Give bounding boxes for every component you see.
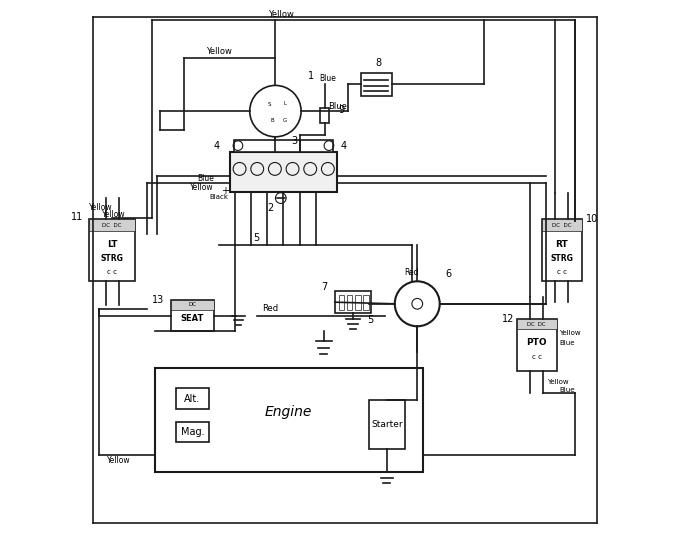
Text: 4: 4 (340, 140, 346, 151)
Text: 5: 5 (253, 233, 260, 243)
Bar (170, 300, 215, 310)
Text: Yellow: Yellow (268, 10, 294, 19)
Text: PTO: PTO (526, 338, 547, 347)
Text: 6: 6 (445, 270, 451, 279)
Text: DC: DC (188, 302, 197, 307)
Text: B: B (271, 118, 275, 123)
Bar (355, 295, 360, 310)
Bar (176, 388, 209, 409)
Text: 7: 7 (321, 282, 327, 292)
Text: G: G (283, 118, 287, 123)
Bar (90, 220, 135, 281)
Text: c c: c c (557, 268, 566, 275)
Bar (339, 295, 344, 310)
Text: RT: RT (555, 240, 568, 250)
Text: DC  DC: DC DC (102, 223, 122, 228)
Text: 13: 13 (152, 295, 164, 305)
Bar (320, 108, 330, 123)
Bar (542, 220, 582, 231)
Bar (176, 422, 209, 442)
Text: Alt.: Alt. (184, 393, 201, 404)
Text: Engine: Engine (265, 405, 313, 419)
Text: STRG: STRG (551, 254, 573, 263)
Bar (517, 319, 557, 329)
Text: L: L (284, 101, 286, 105)
Text: c c: c c (107, 268, 117, 275)
Text: Black: Black (210, 194, 229, 200)
Text: STRG: STRG (101, 254, 124, 263)
Bar (155, 368, 422, 472)
Text: Yellow: Yellow (547, 379, 569, 385)
Text: 5: 5 (368, 315, 374, 325)
Bar (234, 140, 333, 152)
Text: Blue: Blue (319, 74, 336, 83)
Text: DC  DC: DC DC (552, 223, 571, 228)
Text: Yellow: Yellow (206, 47, 232, 56)
Text: 4: 4 (213, 140, 219, 151)
Bar (368, 400, 405, 449)
Bar (360, 73, 391, 96)
Text: Blue: Blue (560, 387, 575, 393)
Bar (346, 295, 353, 310)
Text: Blue: Blue (197, 174, 214, 182)
Bar (230, 152, 337, 192)
Bar (170, 300, 215, 331)
Text: Yellow: Yellow (190, 183, 214, 192)
Text: 1: 1 (308, 72, 314, 81)
Text: Yellow: Yellow (107, 456, 130, 465)
Text: 12: 12 (502, 314, 514, 324)
Bar (363, 295, 368, 310)
Text: 8: 8 (375, 58, 382, 68)
Text: Yellow: Yellow (560, 330, 581, 336)
Text: LT: LT (107, 240, 117, 250)
Bar (335, 292, 371, 313)
Bar (542, 220, 582, 281)
Text: Red: Red (262, 304, 278, 313)
Text: S: S (267, 102, 270, 107)
Text: 11: 11 (71, 212, 83, 222)
Bar (90, 220, 135, 231)
Text: Blue: Blue (328, 102, 347, 111)
Bar (517, 319, 557, 371)
Text: SEAT: SEAT (181, 314, 204, 323)
Text: 3: 3 (291, 136, 297, 146)
Text: Yellow: Yellow (90, 203, 113, 212)
Text: Blue: Blue (560, 340, 575, 346)
Text: Yellow: Yellow (101, 210, 125, 219)
Text: 10: 10 (586, 215, 598, 224)
Text: Red: Red (404, 268, 419, 277)
Text: Mag.: Mag. (181, 427, 204, 437)
Text: 9: 9 (339, 105, 345, 115)
Text: +: + (221, 186, 229, 196)
Text: DC  DC: DC DC (527, 322, 546, 327)
Text: 2: 2 (267, 203, 273, 213)
Text: c c: c c (531, 354, 542, 360)
Text: Starter: Starter (371, 420, 402, 429)
